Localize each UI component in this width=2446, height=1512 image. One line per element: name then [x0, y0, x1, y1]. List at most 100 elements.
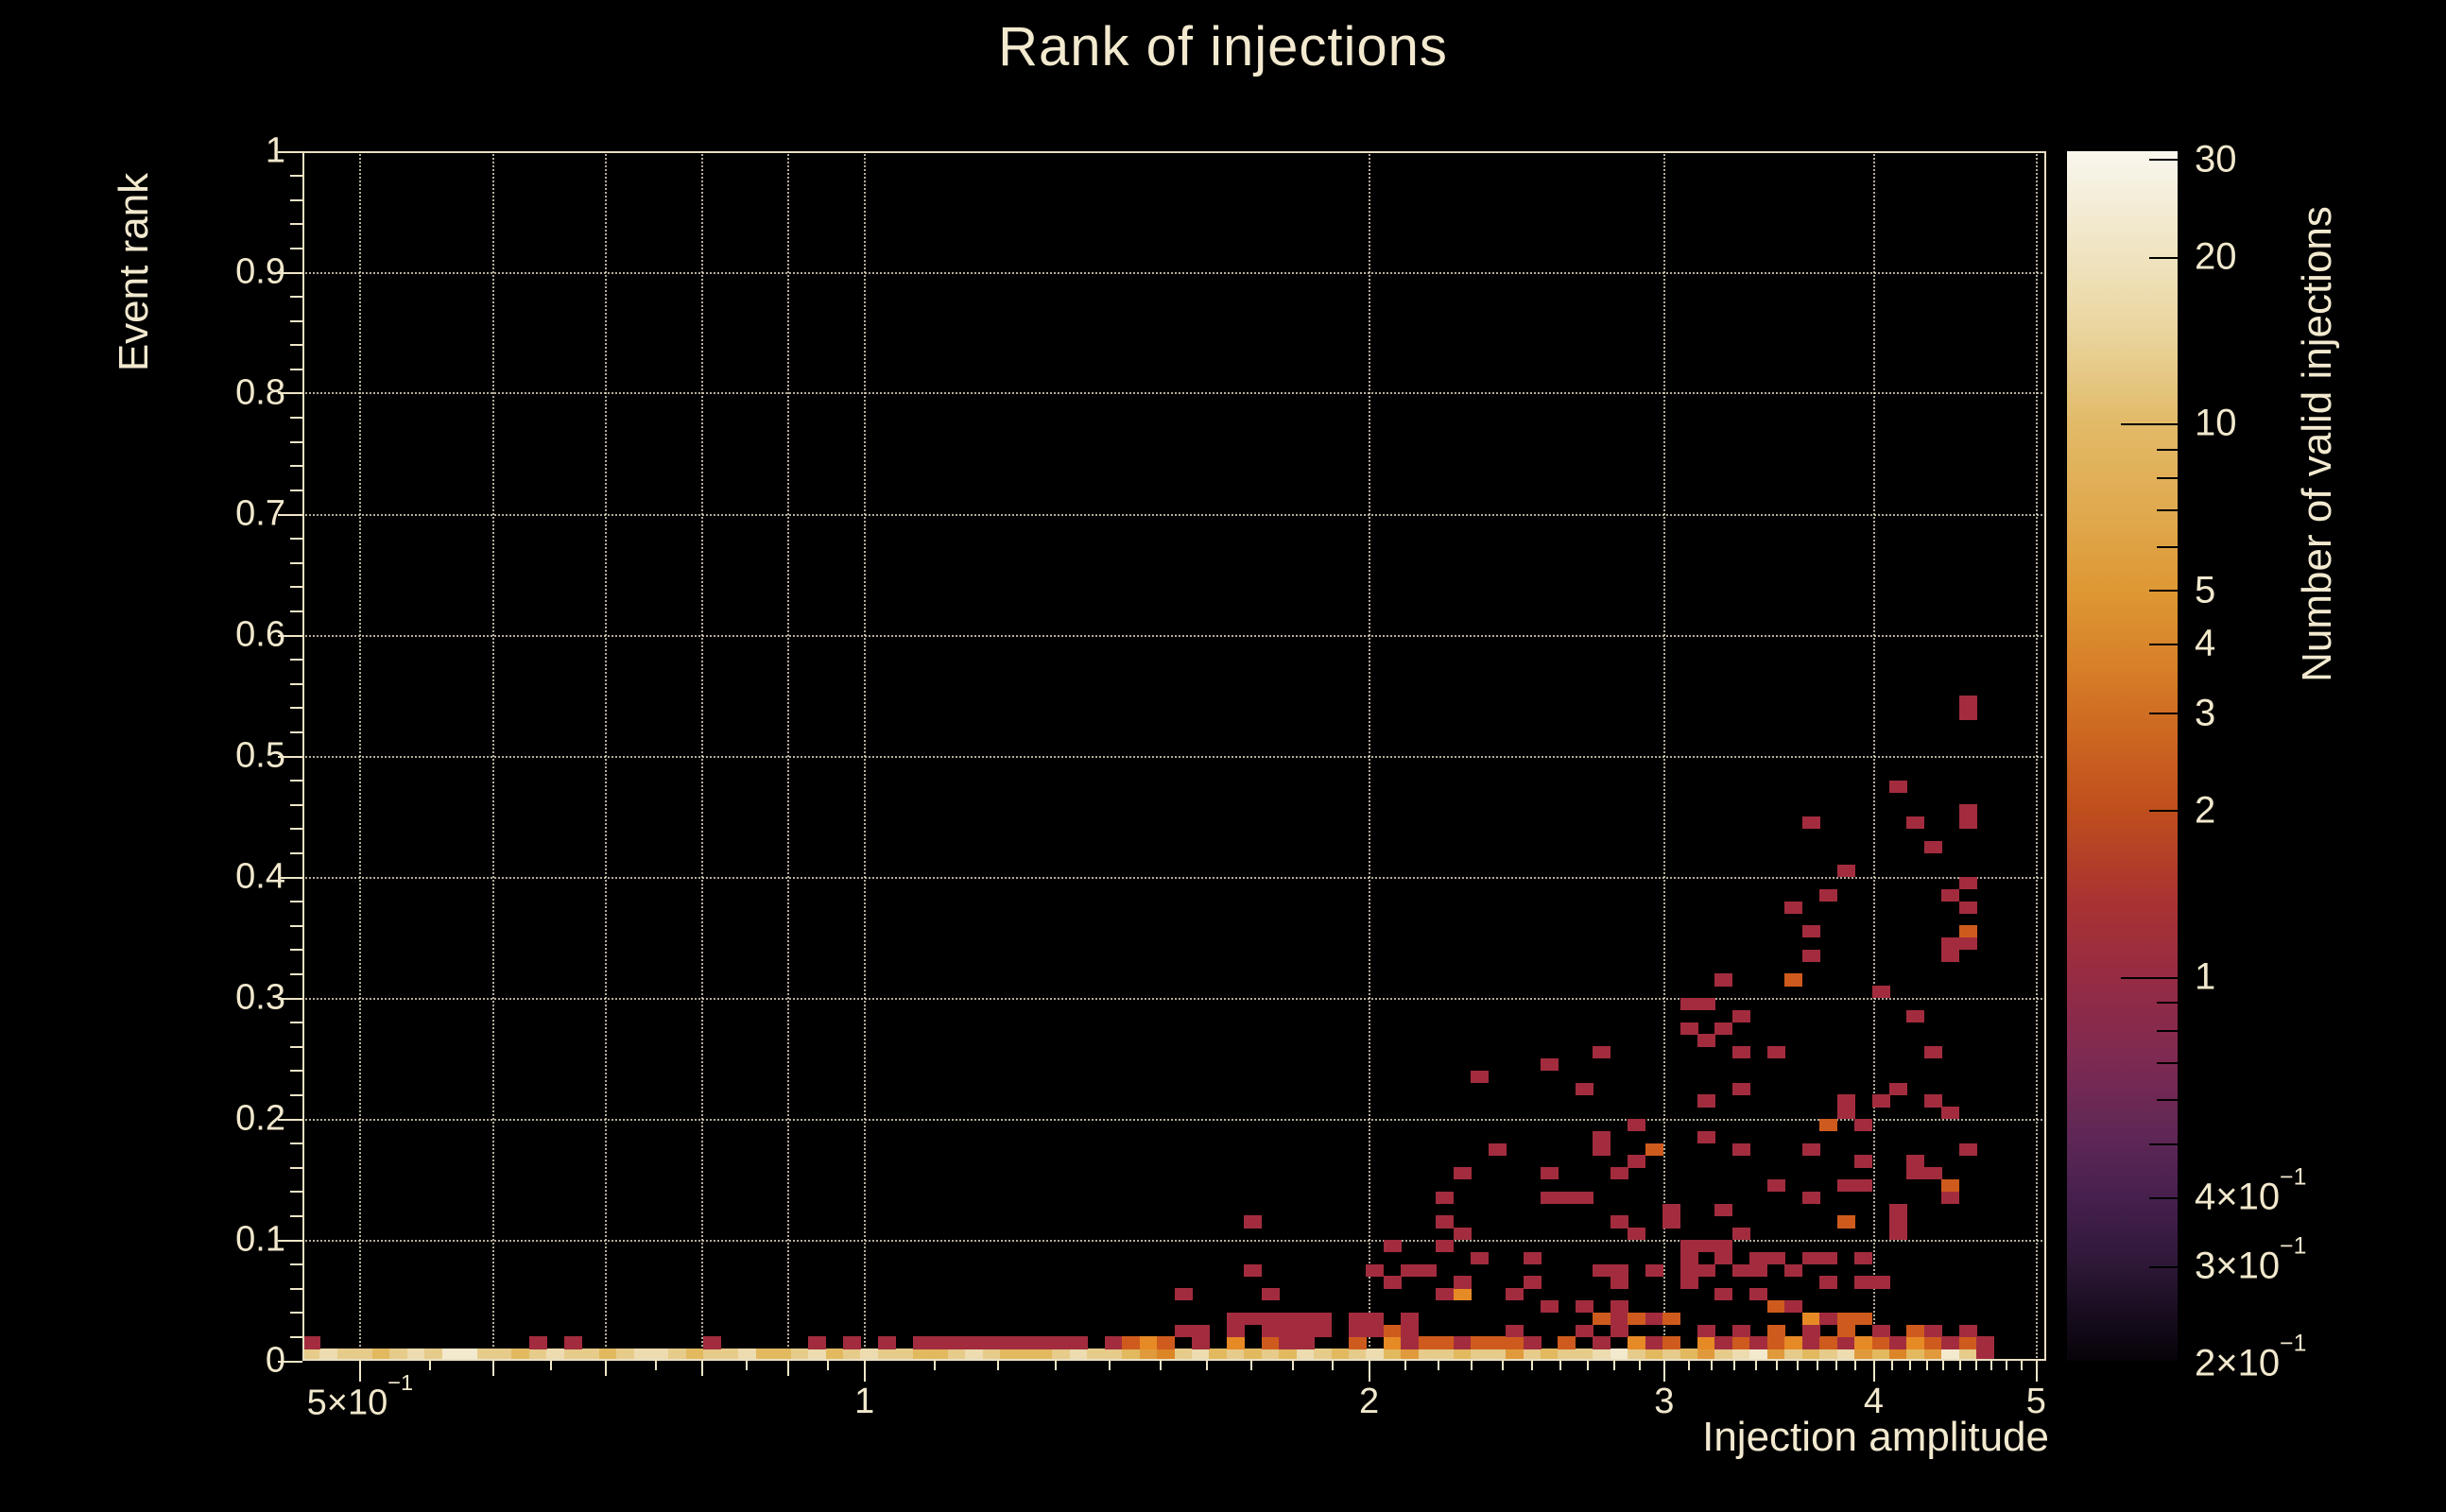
- heatmap-cell: [1836, 1107, 1855, 1120]
- heatmap-cell: [1714, 973, 1733, 987]
- heatmap-cell: [1523, 1251, 1542, 1265]
- colorbar-tick: [2157, 1062, 2178, 1064]
- heatmap-cell: [1958, 877, 1977, 890]
- heatmap-cell: [1540, 1191, 1559, 1205]
- heatmap-cell: [1854, 1119, 1873, 1132]
- heatmap-cell: [1191, 1349, 1210, 1362]
- heatmap-cell: [1261, 1349, 1280, 1362]
- y-axis-tick: [290, 344, 302, 346]
- heatmap-cell: [1366, 1263, 1385, 1277]
- heatmap-cell: [1784, 901, 1803, 914]
- x-axis-tick: [1776, 1361, 1778, 1370]
- heatmap-cell: [1540, 1300, 1559, 1314]
- heatmap-cell: [1279, 1324, 1298, 1337]
- heatmap-cell: [1888, 1082, 1907, 1095]
- colorbar-tick: [2149, 590, 2178, 592]
- heatmap-cell: [1958, 1336, 1977, 1349]
- x-axis-tick: [1688, 1361, 1690, 1370]
- y-axis-tick: [290, 320, 302, 322]
- heatmap-cell: [1174, 1288, 1193, 1301]
- x-axis-tick: [1055, 1361, 1057, 1370]
- heatmap-cell: [1296, 1336, 1315, 1349]
- y-axis-tick: [290, 925, 302, 927]
- heatmap-cell: [371, 1349, 390, 1362]
- heatmap-cell: [1174, 1349, 1193, 1362]
- heatmap-cell: [1610, 1215, 1628, 1228]
- heatmap-cell: [1749, 1349, 1768, 1362]
- heatmap-cell: [1836, 1312, 1855, 1326]
- heatmap-cell: [1628, 1336, 1646, 1349]
- colorbar-tick-label: 3×10−1: [2195, 1233, 2307, 1287]
- y-axis-tick: [290, 465, 302, 467]
- y-tick-label: 0.2: [235, 1098, 285, 1139]
- heatmap-cell: [1697, 1130, 1716, 1144]
- x-axis-tick: [1613, 1361, 1615, 1370]
- y-tick-label: 0.6: [235, 614, 285, 655]
- heatmap-cell: [1731, 1009, 1750, 1023]
- heatmap-cell: [738, 1349, 757, 1362]
- heatmap-cell: [1366, 1324, 1385, 1337]
- y-axis-tick: [278, 756, 302, 758]
- heatmap-cell: [1854, 1312, 1873, 1326]
- heatmap-cell: [1628, 1312, 1646, 1326]
- y-axis-tick: [278, 1119, 302, 1121]
- heatmap-cell: [1731, 1143, 1750, 1156]
- heatmap-cell: [1628, 1119, 1646, 1132]
- y-tick-label: 0.3: [235, 977, 285, 1018]
- heatmap-cell: [1662, 1349, 1681, 1362]
- heatmap-cell: [1697, 998, 1716, 1011]
- x-axis-tick: [1109, 1361, 1111, 1370]
- y-axis-tick: [290, 852, 302, 854]
- colorbar-tick: [2149, 257, 2178, 259]
- heatmap-cell: [912, 1349, 931, 1362]
- heatmap-cell: [1610, 1312, 1628, 1326]
- heatmap-cell: [1401, 1324, 1420, 1337]
- colorbar-tick: [2149, 644, 2178, 645]
- heatmap-cell: [1923, 840, 1942, 853]
- heatmap-cell: [1871, 986, 1890, 999]
- colorbar-tick: [2149, 1197, 2178, 1199]
- heatmap-cell: [1261, 1288, 1280, 1301]
- x-axis-tick: [1639, 1361, 1641, 1370]
- x-axis-tick: [1587, 1361, 1589, 1370]
- y-axis-tick: [290, 1167, 302, 1169]
- heatmap-cell: [1226, 1336, 1245, 1349]
- heatmap-cell: [528, 1336, 547, 1349]
- heatmap-cell: [1801, 1312, 1820, 1326]
- heatmap-cell: [1575, 1349, 1593, 1362]
- heatmap-cell: [1436, 1349, 1455, 1362]
- y-axis-tick: [290, 1070, 302, 1072]
- heatmap-cell: [668, 1349, 687, 1362]
- colorbar-tick-label: 2×10−1: [2195, 1331, 2307, 1384]
- colorbar-tick-label: 20: [2195, 235, 2237, 278]
- y-axis-tick: [278, 635, 302, 637]
- x-axis-title: Injection amplitude: [1702, 1414, 2049, 1460]
- x-tick-label: 2: [1359, 1382, 1380, 1421]
- y-axis-tick: [290, 1215, 302, 1217]
- heatmap-cell: [1697, 1324, 1716, 1337]
- heatmap-cell: [336, 1349, 355, 1362]
- x-axis-tick: [2021, 1361, 2023, 1370]
- colorbar-tick: [2157, 449, 2178, 451]
- heatmap-cell: [1888, 780, 1907, 793]
- heatmap-cell: [1679, 1276, 1698, 1289]
- y-axis-tick: [290, 828, 302, 830]
- heatmap-cell: [1697, 1349, 1716, 1362]
- y-axis-tick: [278, 1361, 302, 1363]
- y-axis-tick: [290, 1312, 302, 1314]
- heatmap-cell: [1749, 1251, 1768, 1265]
- heatmap-cell: [1801, 1349, 1820, 1362]
- colorbar-tick: [2149, 713, 2178, 714]
- heatmap-cell: [1784, 1263, 1803, 1277]
- colorbar-tick: [2149, 1266, 2178, 1268]
- heatmap-cell: [1453, 1276, 1472, 1289]
- heatmap-cell: [1941, 1107, 1960, 1120]
- heatmap-cell: [1244, 1263, 1263, 1277]
- heatmap-cell: [1714, 1288, 1733, 1301]
- heatmap-cell: [1488, 1336, 1507, 1349]
- heatmap-cell: [1819, 1276, 1838, 1289]
- heatmap-cell: [1087, 1349, 1106, 1362]
- heatmap-cell: [546, 1349, 565, 1362]
